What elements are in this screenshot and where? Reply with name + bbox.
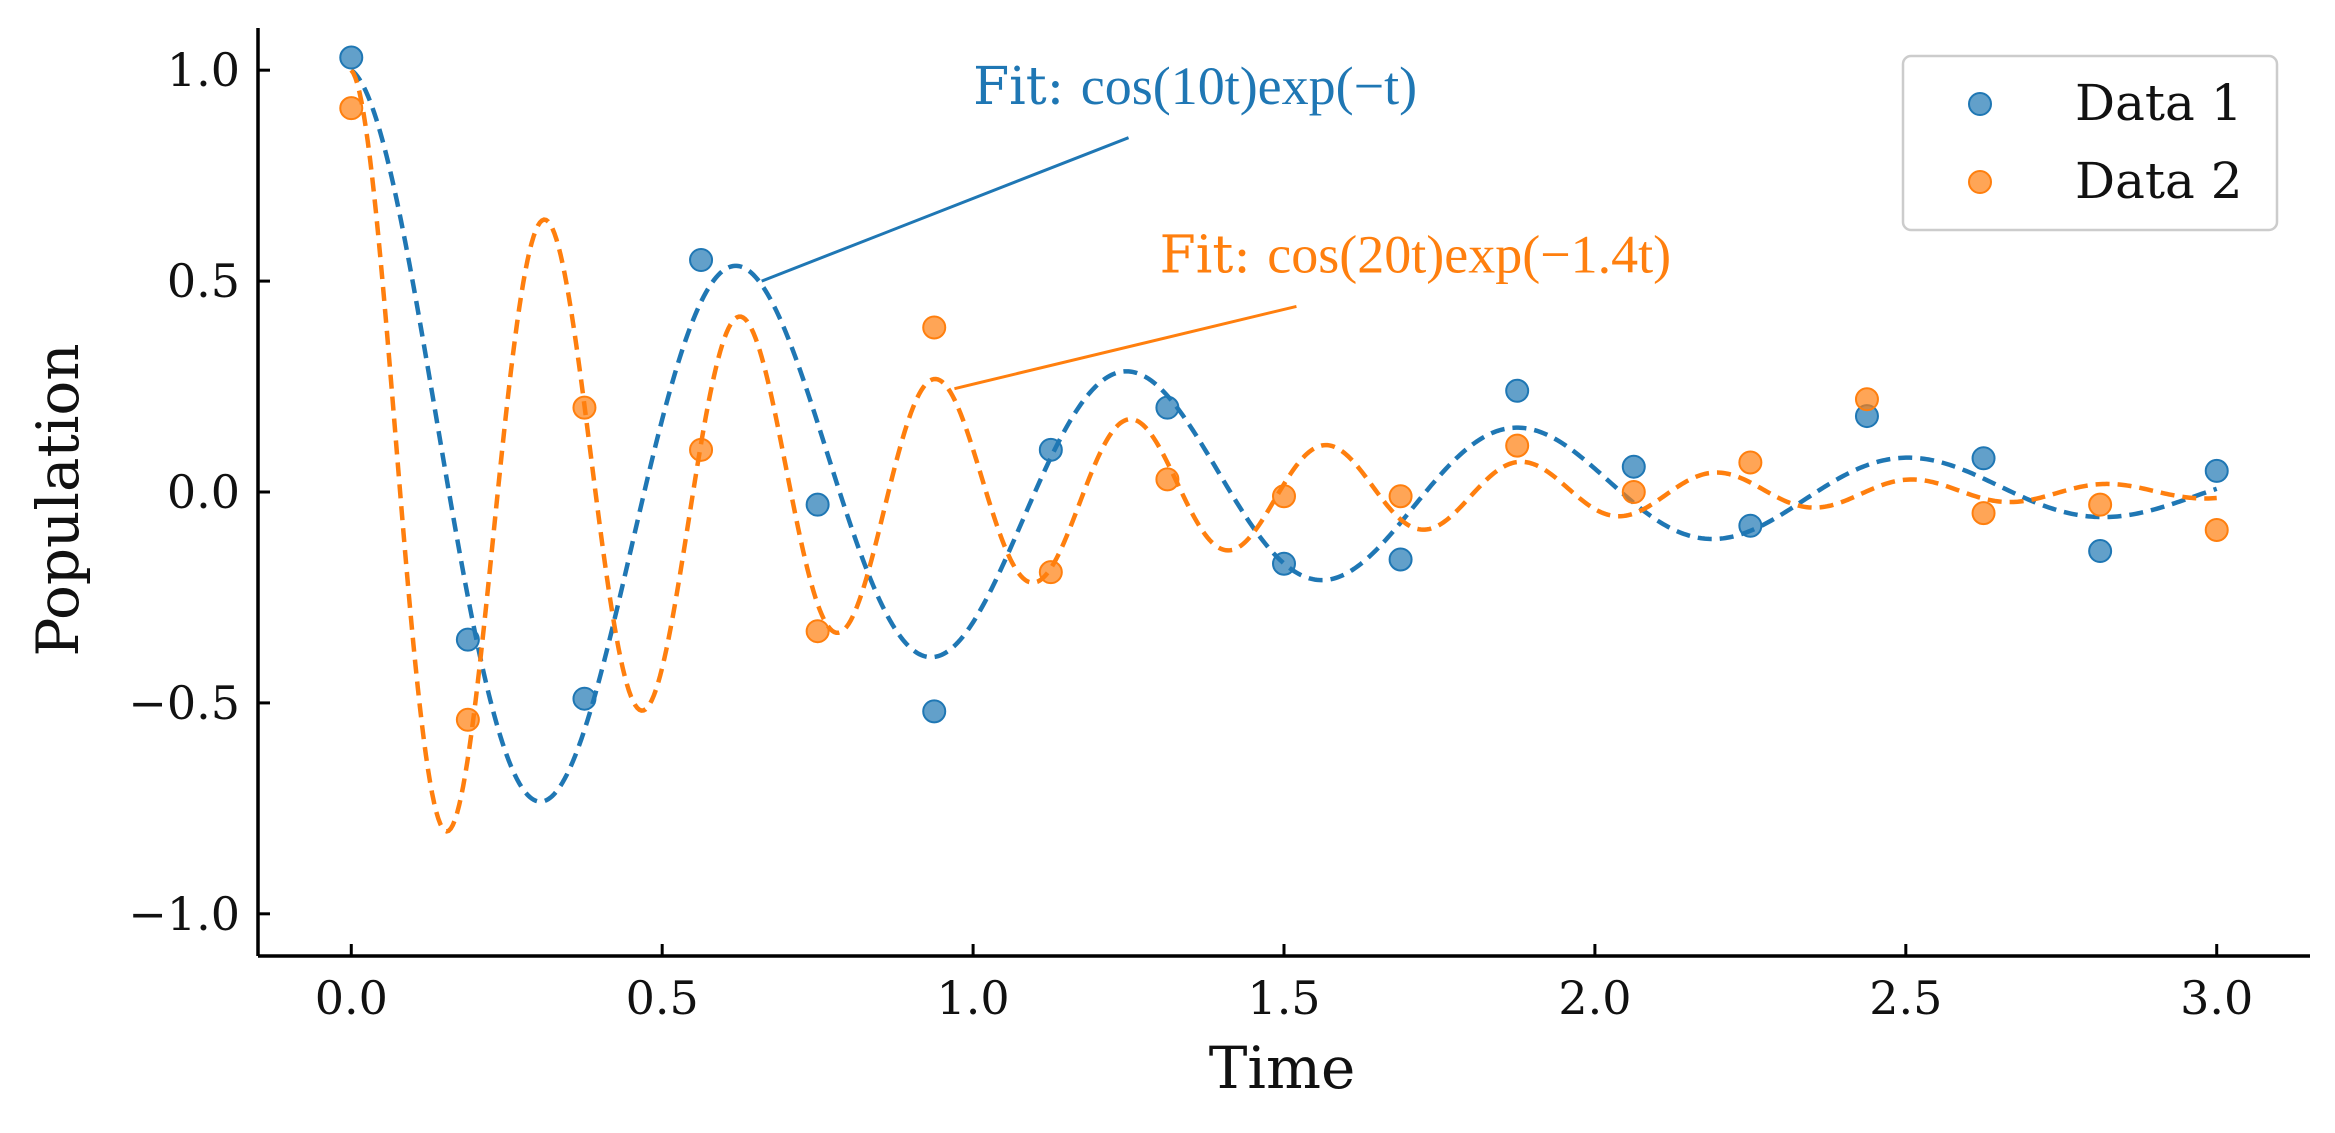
x-tick-label: 1.0 xyxy=(937,971,1010,1025)
data-point-series-1 xyxy=(1971,446,1996,471)
data-point-series-2 xyxy=(1621,480,1646,504)
data-point-series-2 xyxy=(2204,517,2229,542)
y-tick-label: −1.0 xyxy=(128,887,240,941)
y-ticks: −1.0 −0.5 0.0 0.5 1.0 xyxy=(128,43,270,941)
y-tick-label: 0.0 xyxy=(167,465,240,519)
legend: Data 1 Data 2 xyxy=(1901,54,2279,232)
data-point-series-2 xyxy=(1971,501,1996,526)
fit-curves xyxy=(349,68,2218,834)
x-tick-label: 2.0 xyxy=(1558,971,1631,1025)
legend-marker-data-1 xyxy=(1968,92,1992,116)
data-point-series-1 xyxy=(689,248,714,272)
x-axis-label: Time xyxy=(1209,1034,1356,1102)
fit-annotation-formula: cos(20t)exp(−1.4t) xyxy=(1267,225,1671,285)
data-point-series-1 xyxy=(1738,513,1763,538)
y-axis-label: Population xyxy=(24,343,92,656)
data-point-series-1 xyxy=(1272,551,1296,576)
data-point-series-1 xyxy=(1388,547,1413,572)
data-point-series-2 xyxy=(339,96,364,121)
x-tick-label: 0.0 xyxy=(315,971,388,1025)
data-point-series-1 xyxy=(1155,395,1180,420)
data-point-series-1 xyxy=(2088,539,2113,564)
data-point-series-2 xyxy=(805,619,830,644)
data-point-series-1 xyxy=(455,627,480,652)
legend-marker-data-2 xyxy=(1968,170,1992,194)
data-point-series-1 xyxy=(805,492,830,517)
fit-annotation-label-1: Fit: cos(10t)exp(−t) xyxy=(973,56,1417,117)
data-point-series-2 xyxy=(1505,433,1530,458)
data-point-series-2 xyxy=(922,315,947,340)
x-ticks: 0.0 0.5 1.0 1.5 2.0 2.5 3.0 xyxy=(315,944,2253,1025)
y-tick-label: −0.5 xyxy=(128,676,240,730)
data-point-series-1 xyxy=(1505,378,1530,403)
fit-annotation-prefix: Fit: xyxy=(973,57,1081,117)
fit-annotations: Fit: cos(10t)exp(−t)Fit: cos(20t)exp(−1.… xyxy=(761,56,1672,391)
fit-annotation-label-2: Fit: cos(20t)exp(−1.4t) xyxy=(1160,225,1672,286)
data-point-series-1 xyxy=(2204,458,2229,483)
y-tick-label: 1.0 xyxy=(167,43,240,97)
data-point-series-2 xyxy=(1854,387,1879,412)
data-point-series-1 xyxy=(572,686,597,711)
data-point-series-2 xyxy=(689,437,714,462)
data-point-series-2 xyxy=(1738,450,1763,475)
data-point-series-2 xyxy=(455,707,480,732)
y-tick-label: 0.5 xyxy=(167,254,240,308)
data-points xyxy=(339,45,2229,732)
data-point-series-1 xyxy=(1038,437,1063,462)
legend-box xyxy=(1901,54,2279,232)
x-tick-label: 0.5 xyxy=(626,971,699,1025)
data-point-series-2 xyxy=(1272,484,1296,509)
data-point-series-2 xyxy=(1388,484,1413,509)
fit-curve-1 xyxy=(349,68,2218,804)
fit-curve-2 xyxy=(349,68,2217,834)
legend-label-data-2: Data 2 xyxy=(2075,152,2243,210)
data-point-series-1 xyxy=(1621,454,1646,479)
x-tick-label: 2.5 xyxy=(1869,971,1942,1025)
data-point-series-1 xyxy=(922,699,947,724)
data-point-series-2 xyxy=(572,395,597,420)
fit-annotation-connector-1 xyxy=(761,136,1130,283)
x-tick-label: 3.0 xyxy=(2180,971,2253,1025)
data-point-series-2 xyxy=(1038,560,1063,585)
x-tick-label: 1.5 xyxy=(1247,971,1320,1025)
fit-annotation-prefix: Fit: xyxy=(1160,226,1268,286)
legend-label-data-1: Data 1 xyxy=(2075,74,2243,132)
fit-annotation-formula: cos(10t)exp(−t) xyxy=(1081,56,1417,116)
data-point-series-1 xyxy=(339,45,364,70)
fit-annotation-connector-2 xyxy=(954,304,1297,391)
data-point-series-2 xyxy=(1155,467,1180,492)
data-point-series-2 xyxy=(2088,492,2113,517)
